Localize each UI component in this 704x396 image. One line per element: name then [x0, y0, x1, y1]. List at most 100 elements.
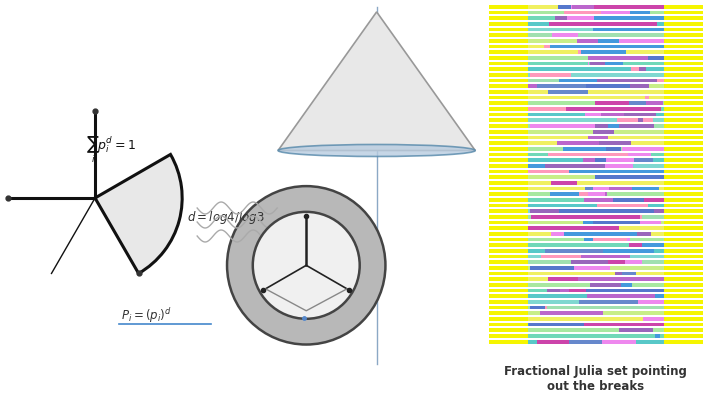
Bar	[489, 101, 703, 105]
Bar	[598, 39, 620, 43]
Ellipse shape	[278, 145, 475, 156]
Bar	[579, 300, 605, 304]
Bar	[584, 198, 613, 202]
Bar	[489, 181, 703, 185]
Bar	[527, 169, 569, 173]
Bar	[587, 295, 655, 298]
Bar	[489, 192, 703, 196]
Bar	[593, 187, 609, 190]
Bar	[664, 227, 703, 230]
Bar	[664, 96, 703, 99]
Bar	[489, 249, 528, 253]
Bar	[589, 135, 608, 139]
Bar	[489, 73, 703, 77]
Bar	[489, 289, 528, 292]
Bar	[605, 300, 639, 304]
Bar	[489, 221, 528, 224]
Bar	[571, 261, 608, 264]
Bar	[489, 124, 528, 128]
Bar	[489, 221, 703, 224]
Bar	[664, 39, 703, 43]
Bar	[489, 5, 703, 9]
Bar	[579, 192, 588, 196]
Bar	[664, 152, 703, 156]
Bar	[489, 164, 528, 168]
Bar	[489, 278, 703, 281]
Bar	[599, 141, 610, 145]
Bar	[572, 5, 594, 9]
Bar	[565, 227, 619, 230]
Bar	[639, 67, 646, 71]
Bar	[560, 289, 569, 292]
Bar	[565, 107, 661, 111]
Bar	[489, 169, 528, 173]
Bar	[489, 187, 528, 190]
Bar	[537, 340, 569, 343]
Bar	[489, 323, 528, 326]
Bar	[589, 62, 605, 65]
Bar	[536, 84, 586, 88]
Circle shape	[227, 186, 386, 345]
Bar	[489, 255, 703, 258]
Bar	[550, 45, 674, 48]
Bar	[595, 175, 654, 179]
Bar	[664, 283, 703, 287]
Bar	[646, 96, 648, 99]
Bar	[529, 306, 545, 309]
Bar	[569, 169, 677, 173]
Bar	[489, 329, 528, 332]
Bar	[655, 334, 660, 338]
Bar	[489, 209, 703, 213]
Bar	[489, 175, 528, 179]
Bar	[489, 62, 703, 65]
Bar	[489, 96, 528, 99]
Bar	[489, 266, 703, 270]
Bar	[558, 5, 570, 9]
Bar	[643, 317, 672, 321]
Bar	[489, 79, 703, 82]
Bar	[654, 175, 670, 179]
Bar	[664, 329, 703, 332]
Bar	[489, 244, 528, 247]
Text: $d = log4/log3$: $d = log4/log3$	[187, 209, 265, 227]
Text: Fractional Julia set pointing
out the breaks: Fractional Julia set pointing out the br…	[505, 365, 687, 392]
Bar	[577, 39, 598, 43]
Bar	[559, 209, 653, 213]
Bar	[614, 249, 653, 253]
Bar	[559, 79, 597, 82]
Bar	[489, 135, 703, 139]
Bar	[489, 323, 703, 326]
Bar	[551, 192, 579, 196]
Bar	[489, 62, 528, 65]
Bar	[583, 221, 593, 224]
Bar	[621, 283, 632, 287]
Bar	[589, 56, 648, 60]
Bar	[489, 39, 703, 43]
Bar	[664, 261, 703, 264]
Bar	[605, 192, 607, 196]
Text: $\sum_i p_i^d = 1$: $\sum_i p_i^d = 1$	[86, 135, 136, 165]
Bar	[529, 209, 559, 213]
Bar	[489, 56, 703, 60]
Bar	[489, 147, 528, 150]
Bar	[489, 124, 703, 128]
Bar	[605, 164, 633, 168]
Bar	[489, 135, 528, 139]
Bar	[664, 334, 703, 338]
Bar	[564, 232, 636, 236]
Bar	[664, 124, 703, 128]
Bar	[489, 306, 528, 309]
Bar	[548, 278, 578, 281]
Bar	[489, 84, 528, 88]
Bar	[664, 130, 703, 133]
Bar	[664, 135, 703, 139]
Bar	[489, 73, 528, 77]
Bar	[489, 317, 528, 321]
Bar	[541, 255, 581, 258]
Bar	[489, 16, 528, 20]
Bar	[593, 16, 667, 20]
Bar	[608, 261, 624, 264]
Bar	[489, 164, 703, 168]
Bar	[489, 152, 703, 156]
Bar	[641, 244, 671, 247]
